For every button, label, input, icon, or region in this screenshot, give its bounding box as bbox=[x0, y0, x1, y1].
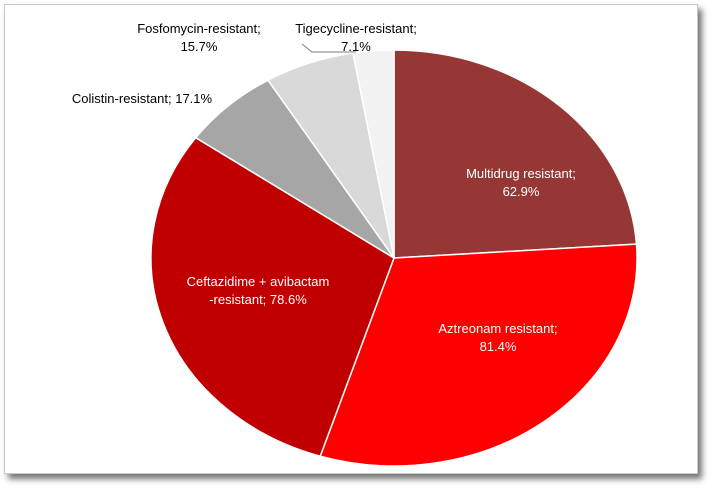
slice-label-ceftazidime-avibactam-resistant: Ceftazidime + avibactam -resistant; 78.6% bbox=[187, 274, 330, 307]
pie-slice-ceftazidime-avibactam-resistant bbox=[150, 136, 395, 458]
pie-slice-multidrug-resistant bbox=[393, 49, 638, 259]
pie-slice-aztreonam-resistant bbox=[319, 243, 638, 467]
slice-label-colistin-resistant: Colistin-resistant; 17.1% bbox=[72, 91, 213, 106]
pie-slice-tigecycline-resistant bbox=[352, 49, 395, 259]
slice-label-aztreonam-resistant: Aztreonam resistant; 81.4% bbox=[438, 321, 557, 354]
slice-label-multidrug-resistant: Multidrug resistant; 62.9% bbox=[466, 166, 576, 199]
slice-label-tigecycline-resistant: Tigecycline-resistant; 7.1% bbox=[295, 21, 417, 54]
slice-label-fosfomycin-resistant: Fosfomycin-resistant; 15.7% bbox=[137, 21, 261, 54]
leader-line bbox=[301, 43, 356, 53]
